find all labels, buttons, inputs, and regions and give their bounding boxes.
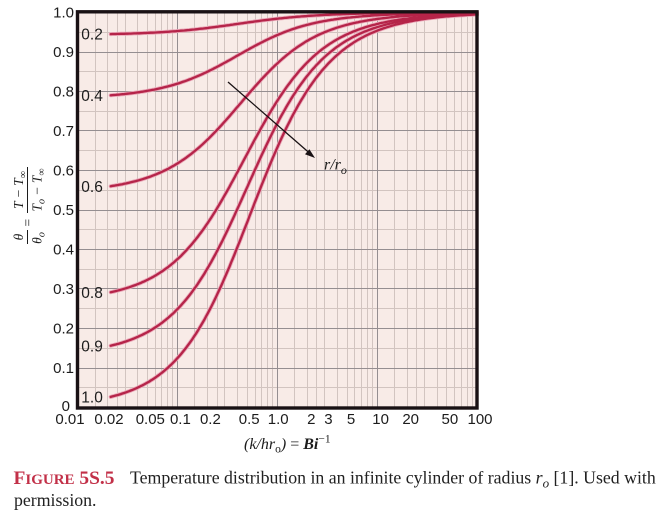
svg-text:10: 10 bbox=[372, 411, 389, 428]
svg-text:50: 50 bbox=[442, 411, 459, 428]
svg-text:1.0: 1.0 bbox=[81, 390, 103, 407]
svg-text:2: 2 bbox=[307, 411, 315, 428]
svg-text:=: = bbox=[20, 219, 35, 227]
svg-text:0.2: 0.2 bbox=[53, 321, 74, 338]
svg-text:(k/hro) = Bi−1: (k/hro) = Bi−1 bbox=[244, 434, 331, 456]
svg-text:100: 100 bbox=[467, 411, 492, 428]
svg-text:0: 0 bbox=[62, 398, 70, 415]
svg-text:0.4: 0.4 bbox=[53, 242, 74, 259]
svg-text:0.05: 0.05 bbox=[136, 411, 165, 428]
svg-text:0.5: 0.5 bbox=[239, 411, 260, 428]
svg-text:0.6: 0.6 bbox=[53, 163, 74, 180]
svg-text:0.1: 0.1 bbox=[170, 411, 191, 428]
svg-text:0.5: 0.5 bbox=[53, 202, 74, 219]
svg-text:0.6: 0.6 bbox=[81, 179, 103, 196]
svg-text:Temperature distribution in an: Temperature distribution in an infinite … bbox=[130, 468, 656, 491]
svg-text:0.8: 0.8 bbox=[53, 84, 74, 101]
svg-text:permission.: permission. bbox=[14, 490, 96, 510]
svg-text:0.1: 0.1 bbox=[53, 360, 74, 377]
svg-text:1.0: 1.0 bbox=[53, 5, 74, 22]
svg-text:0.4: 0.4 bbox=[81, 88, 103, 105]
svg-text:0.02: 0.02 bbox=[94, 411, 123, 428]
svg-text:0.8: 0.8 bbox=[81, 285, 103, 302]
svg-text:0.9: 0.9 bbox=[81, 339, 103, 356]
svg-text:0.9: 0.9 bbox=[53, 44, 74, 61]
svg-text:3: 3 bbox=[324, 411, 332, 428]
svg-text:θo: θo bbox=[30, 232, 48, 244]
svg-text:T − T∞: T − T∞ bbox=[11, 171, 29, 209]
svg-text:0.01: 0.01 bbox=[55, 411, 84, 428]
svg-text:20: 20 bbox=[402, 411, 419, 428]
svg-text:1.0: 1.0 bbox=[268, 411, 289, 428]
svg-text:To − T∞: To − T∞ bbox=[30, 168, 48, 211]
svg-text:θ: θ bbox=[11, 233, 26, 240]
svg-text:0.2: 0.2 bbox=[200, 411, 221, 428]
svg-text:0.7: 0.7 bbox=[53, 123, 74, 140]
svg-text:0.2: 0.2 bbox=[81, 26, 103, 43]
svg-text:FIGURE 5S.5: FIGURE 5S.5 bbox=[14, 468, 115, 489]
svg-text:5: 5 bbox=[347, 411, 355, 428]
svg-text:0.3: 0.3 bbox=[53, 281, 74, 298]
